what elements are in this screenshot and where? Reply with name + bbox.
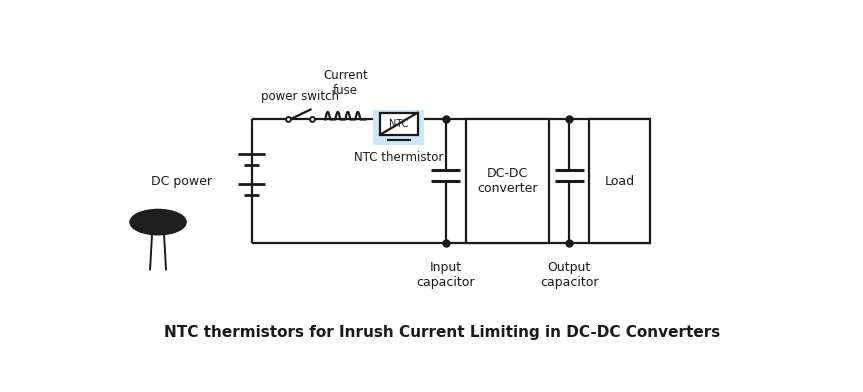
Text: NTC: NTC <box>389 119 408 129</box>
Text: DC-DC
converter: DC-DC converter <box>477 167 538 195</box>
Bar <box>374 111 425 145</box>
Bar <box>380 113 418 135</box>
Text: NTC thermistors for Inrush Current Limiting in DC-DC Converters: NTC thermistors for Inrush Current Limit… <box>164 325 721 340</box>
Text: NTC thermistor: NTC thermistor <box>354 151 444 164</box>
Bar <box>466 120 549 243</box>
Text: Output
capacitor: Output capacitor <box>540 261 599 289</box>
Text: power switch: power switch <box>261 90 339 103</box>
Circle shape <box>130 209 186 235</box>
Text: DC power: DC power <box>150 175 211 188</box>
Text: Current
fuse: Current fuse <box>323 69 368 97</box>
Bar <box>589 120 650 243</box>
Text: Input
capacitor: Input capacitor <box>416 261 475 289</box>
Text: Load: Load <box>604 175 634 188</box>
